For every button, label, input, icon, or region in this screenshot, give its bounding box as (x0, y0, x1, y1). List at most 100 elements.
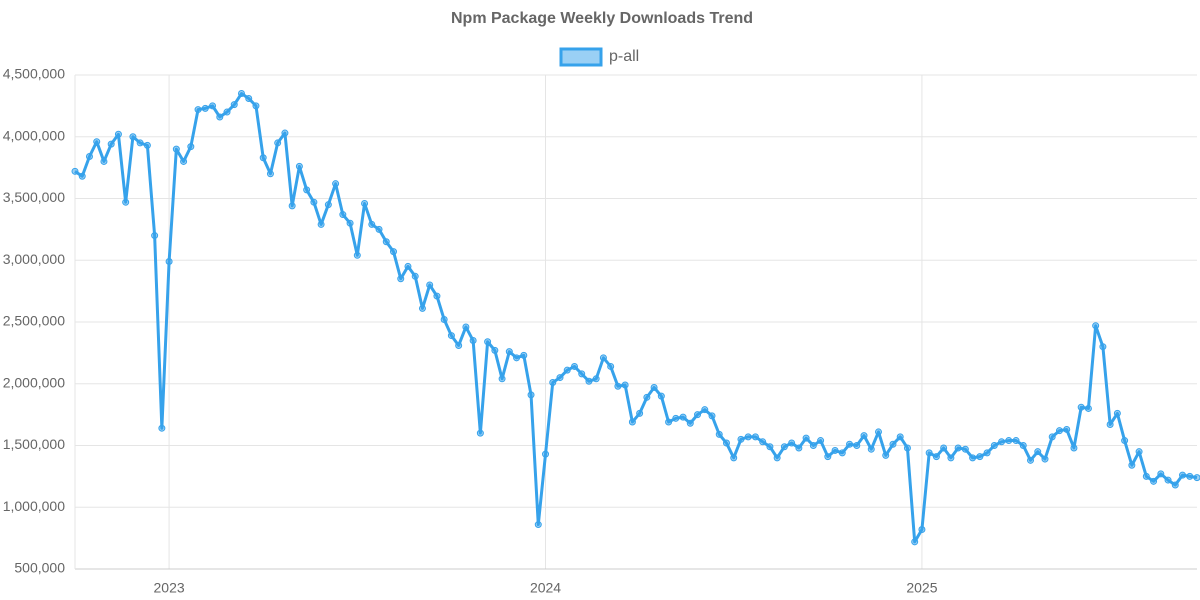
data-point (795, 444, 803, 452)
data-point (1150, 477, 1158, 485)
data-point (802, 434, 810, 442)
y-tick-label: 500,000 (14, 560, 65, 576)
data-point (621, 381, 629, 389)
data-point (969, 454, 977, 462)
data-point (730, 454, 738, 462)
data-point (722, 439, 730, 447)
data-point (788, 439, 796, 447)
data-point (1034, 448, 1042, 456)
data-point (114, 130, 122, 138)
data-point (556, 374, 564, 382)
data-point (288, 202, 296, 210)
data-point (310, 198, 318, 206)
data-point (476, 429, 484, 437)
data-point (918, 525, 926, 533)
data-point (397, 275, 405, 283)
data-point (201, 104, 209, 112)
data-point (1005, 437, 1013, 445)
data-point (382, 238, 390, 246)
y-tick-label: 2,000,000 (3, 374, 65, 390)
data-point (281, 129, 289, 137)
data-point (447, 332, 455, 340)
data-point (513, 354, 521, 362)
data-point (332, 180, 340, 188)
data-point (838, 449, 846, 457)
data-point (882, 451, 890, 459)
data-point (628, 418, 636, 426)
data-point (1121, 437, 1129, 445)
data-point (846, 440, 854, 448)
data-point (1179, 471, 1187, 479)
data-point (230, 101, 238, 109)
data-point (976, 453, 984, 461)
data-point (570, 362, 578, 370)
data-point (751, 433, 759, 441)
data-point (165, 257, 173, 265)
data-point (1113, 409, 1121, 417)
data-point (339, 211, 347, 219)
data-point (368, 220, 376, 228)
data-point (903, 444, 911, 452)
data-point (520, 351, 528, 359)
data-point (1070, 444, 1078, 452)
data-point (780, 443, 788, 451)
data-point (1092, 322, 1100, 330)
data-point (1128, 461, 1136, 469)
data-point (1027, 456, 1035, 464)
legend-label: p-all (609, 48, 639, 65)
data-point (426, 281, 434, 289)
y-tick-label: 4,500,000 (3, 66, 65, 82)
chart-title: Npm Package Weekly Downloads Trend (451, 10, 753, 27)
data-point (665, 418, 673, 426)
data-point (1193, 474, 1200, 482)
data-point (180, 157, 188, 165)
data-point (498, 375, 506, 383)
y-tick-label: 3,000,000 (3, 251, 65, 267)
data-point (361, 199, 369, 207)
data-point (961, 445, 969, 453)
data-point (831, 446, 839, 454)
data-point (1099, 343, 1107, 351)
data-point (100, 157, 108, 165)
data-point (78, 172, 86, 180)
data-point (932, 453, 940, 461)
data-point (867, 445, 875, 453)
data-point (1157, 470, 1165, 478)
data-point (1012, 437, 1020, 445)
y-tick-label: 3,500,000 (3, 189, 65, 205)
data-point (889, 440, 897, 448)
data-point (390, 248, 398, 256)
data-point (129, 133, 137, 141)
data-point (1186, 472, 1194, 480)
data-point (607, 362, 615, 370)
data-point (1142, 472, 1150, 480)
data-point (824, 453, 832, 461)
y-tick-label: 4,000,000 (3, 127, 65, 143)
data-point (107, 140, 115, 148)
data-point (1084, 404, 1092, 412)
data-point (216, 113, 224, 121)
data-point (462, 323, 470, 331)
data-line (74, 92, 1198, 544)
data-point (1019, 442, 1027, 449)
data-point (455, 341, 463, 349)
data-point (266, 170, 274, 178)
data-point (1041, 455, 1049, 463)
data-point (860, 432, 868, 440)
data-point (766, 443, 774, 451)
data-point (93, 138, 101, 146)
data-point (694, 411, 702, 419)
y-tick-label: 1,500,000 (3, 436, 65, 452)
data-point (1171, 481, 1179, 489)
data-point (71, 167, 79, 175)
data-point (440, 316, 448, 324)
data-point (549, 379, 557, 387)
x-tick-label: 2024 (530, 580, 561, 596)
data-point (686, 419, 694, 427)
legend-swatch (559, 47, 603, 67)
data-point (375, 225, 383, 233)
data-point (411, 272, 419, 280)
y-tick-label: 1,000,000 (3, 498, 65, 514)
data-point (715, 430, 723, 438)
